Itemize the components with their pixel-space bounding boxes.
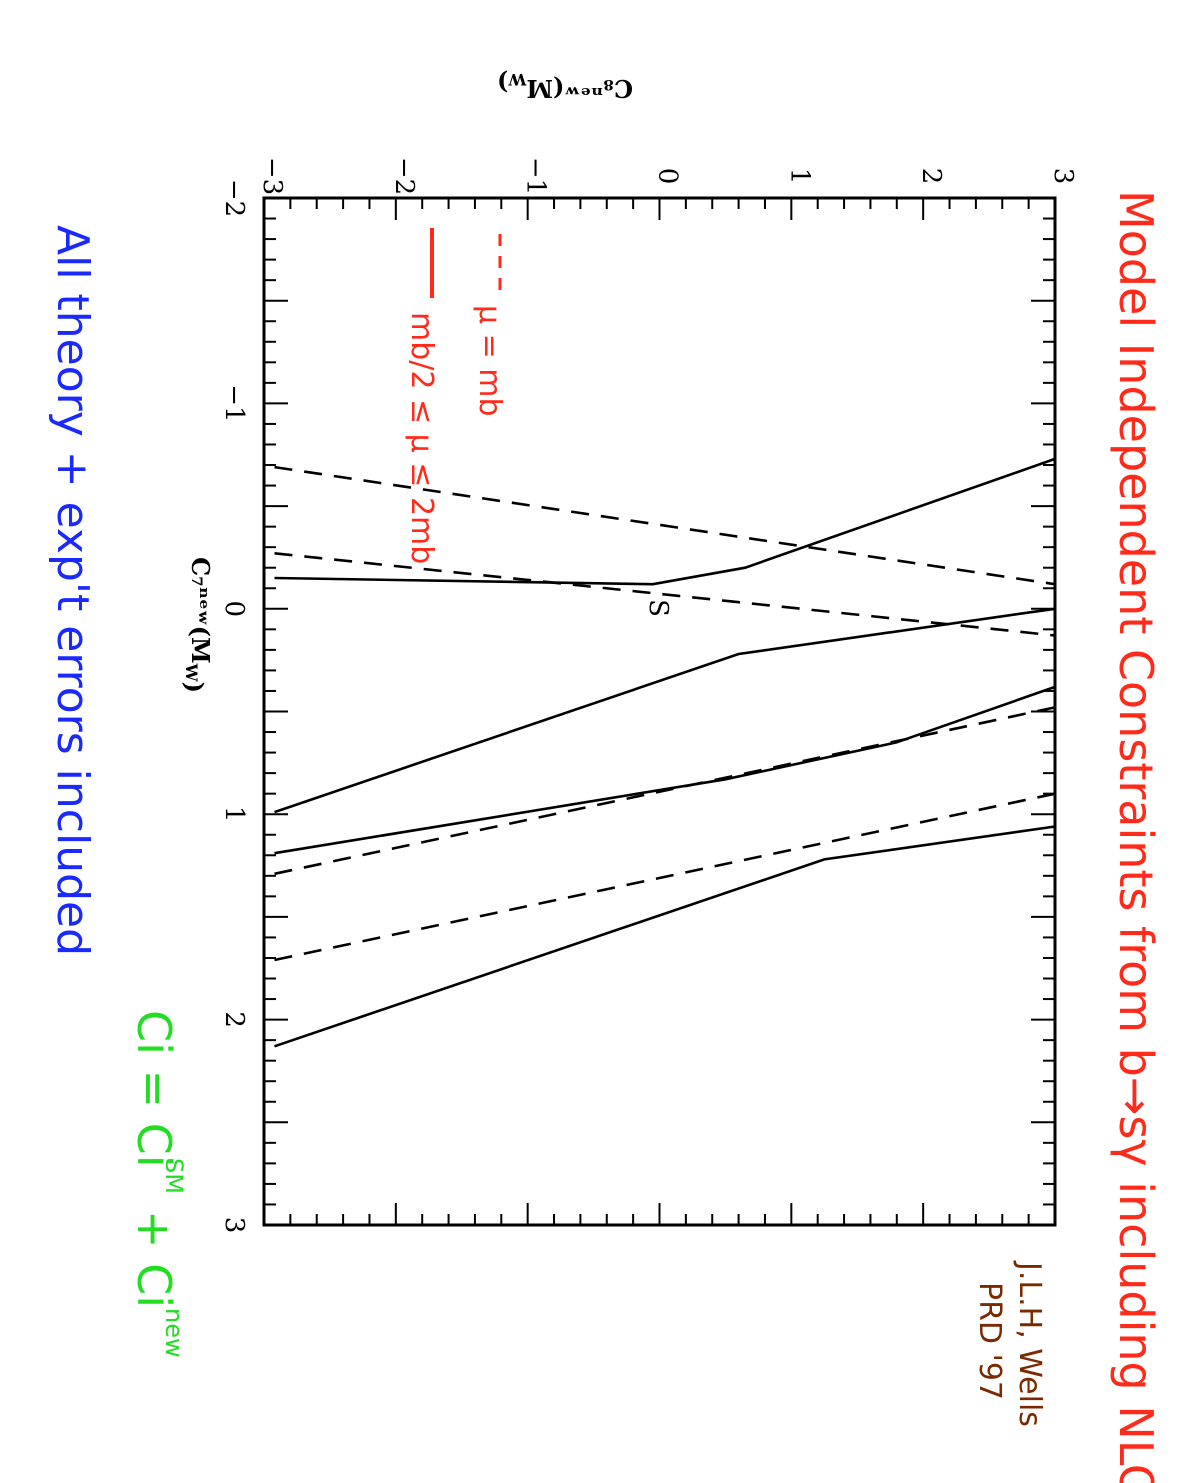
y-tick-label: −3	[257, 157, 287, 195]
x-tick-label: 3	[219, 1217, 249, 1234]
credit-line-2: PRD '97	[972, 1282, 1007, 1400]
dashed-boundary-line-3	[274, 706, 1056, 876]
axis-ticks	[264, 198, 1055, 1225]
x-tick-label: −2	[219, 179, 249, 217]
y-tick-label: −2	[389, 157, 419, 195]
solid-boundary-line-3	[274, 685, 1056, 855]
solid-boundary-line-1	[274, 457, 1056, 586]
series-group	[274, 457, 1056, 1048]
dashed-boundary-line-4	[274, 792, 1056, 962]
x-tick-label: 1	[219, 806, 249, 823]
credit-line-1: J.L.H, Wells	[1012, 1260, 1047, 1427]
x-tick-label: 2	[219, 1011, 249, 1028]
x-axis-label: C₇ⁿᵉʷ(MW)	[180, 557, 215, 693]
dashed-boundary-line-2	[274, 465, 1056, 586]
y-axis-label: C₈ⁿᵉʷ(MW)	[497, 68, 633, 103]
ci-formula-new: new	[160, 1308, 188, 1358]
legend: μ = mb mb/2 ≤ μ ≤ 2mb	[404, 228, 507, 564]
ci-formula-sm: SM	[160, 1158, 188, 1194]
point-label-s: S	[643, 599, 673, 617]
y-tick-label: 0	[653, 168, 683, 185]
legend-label-mu-mb: μ = mb	[472, 305, 507, 417]
legend-label-mu-range: mb/2 ≤ μ ≤ 2mb	[404, 312, 439, 564]
solid-boundary-line-4	[274, 825, 1056, 1048]
y-tick-label: −1	[521, 157, 551, 195]
y-tick-label: 2	[916, 168, 946, 185]
ci-formula-plus: + Ci	[127, 1210, 181, 1308]
dashed-boundary-line-1	[274, 552, 1056, 637]
y-tick-label: 1	[784, 168, 814, 185]
errors-note: All theory + exp't errors included	[47, 225, 98, 956]
plot-frame	[262, 196, 1057, 1227]
x-tick-label: 0	[219, 601, 249, 618]
ci-formula-lhs: Ci = Ci	[127, 1010, 181, 1168]
ci-formula: Ci = Ci SM + Ci new	[127, 1010, 188, 1358]
solid-boundary-line-2	[274, 607, 1056, 814]
x-tick-label: −1	[219, 384, 249, 422]
y-tick-label: 3	[1048, 168, 1078, 185]
chart-title: Model Independent Constraints from b→sγ …	[1109, 190, 1163, 1483]
